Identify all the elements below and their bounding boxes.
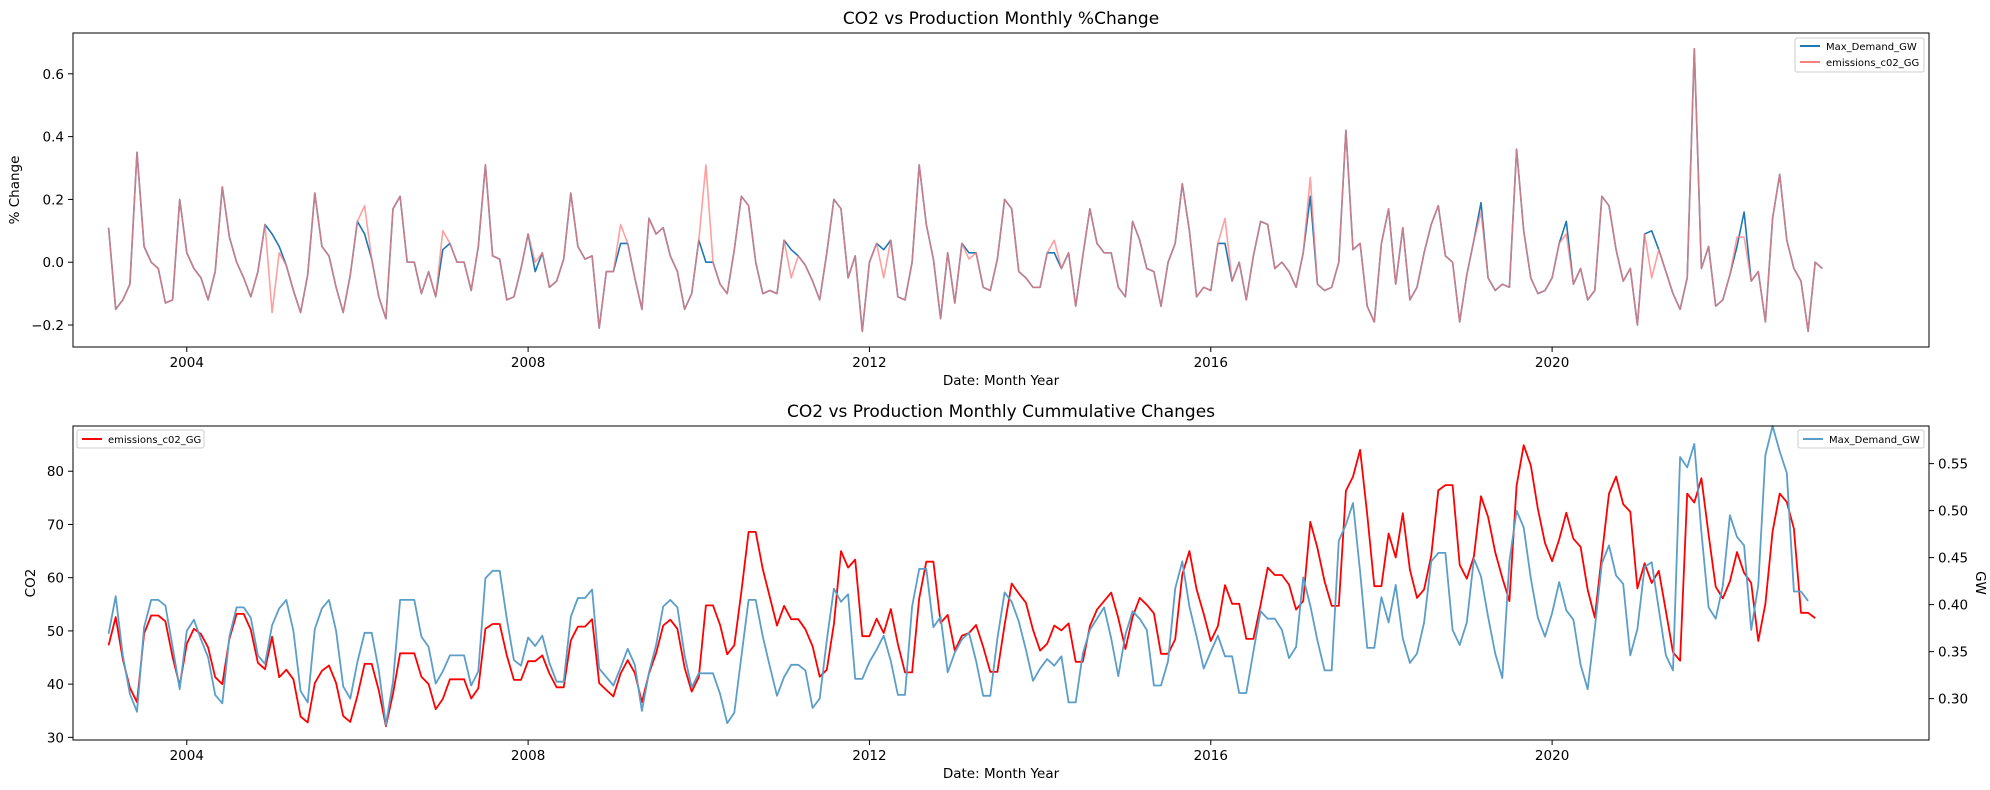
y-tick-label: 50 bbox=[47, 624, 64, 640]
chart2-legend-label-max-demand: Max_Demand_GW bbox=[1829, 435, 1920, 446]
chart2-left-y-ticks: 30 40 50 60 70 80 bbox=[47, 464, 73, 746]
chart2-series-group bbox=[107, 425, 1816, 728]
x-tick-label: 2020 bbox=[1535, 748, 1569, 764]
chart1-y-ticks: −0.2 0.0 0.2 0.4 0.6 bbox=[31, 67, 73, 334]
chart2-right-y-axis-label: GW bbox=[1972, 571, 1988, 595]
series-line-max-demand bbox=[107, 425, 1809, 726]
chart1-plot-frame bbox=[72, 32, 1930, 348]
x-tick-label: 2016 bbox=[1194, 355, 1228, 371]
x-tick-label: 2004 bbox=[170, 355, 204, 371]
y-tick-label: 0.2 bbox=[43, 192, 64, 208]
chart2-plot-frame bbox=[72, 425, 1930, 741]
y-tick-label: 0.50 bbox=[1938, 504, 1968, 520]
series-line-emissions bbox=[107, 47, 1823, 333]
chart2-legend-left: emissions_c02_GG bbox=[76, 429, 205, 449]
chart1-title: CO2 vs Production Monthly %Change bbox=[843, 9, 1159, 29]
chart1-legend-label-emissions: emissions_c02_GG bbox=[1826, 58, 1919, 69]
chart2-right-y-ticks: 0.30 0.35 0.40 0.45 0.50 0.55 bbox=[1929, 457, 1968, 708]
chart2-legend-left-box bbox=[76, 429, 205, 449]
y-tick-label: 80 bbox=[47, 464, 64, 480]
y-tick-label: 40 bbox=[47, 677, 64, 693]
y-tick-label: 0.0 bbox=[43, 255, 64, 271]
y-tick-label: 0.4 bbox=[43, 130, 64, 146]
x-tick-label: 2012 bbox=[852, 355, 886, 371]
y-tick-label: 70 bbox=[47, 517, 64, 533]
x-tick-label: 2012 bbox=[852, 748, 886, 764]
chart-cumulative-changes: CO2 vs Production Monthly Cummulative Ch… bbox=[23, 402, 1988, 782]
chart-percent-change: CO2 vs Production Monthly %Change 2004 20… bbox=[7, 9, 1930, 389]
x-tick-label: 2004 bbox=[170, 748, 204, 764]
y-tick-label: 0.55 bbox=[1938, 457, 1968, 473]
x-tick-label: 2016 bbox=[1194, 748, 1228, 764]
y-tick-label: 0.35 bbox=[1938, 645, 1968, 661]
y-tick-label: 0.40 bbox=[1938, 598, 1968, 614]
chart2-x-axis-label: Date: Month Year bbox=[943, 766, 1060, 782]
y-tick-label: −0.2 bbox=[31, 318, 64, 334]
chart1-series-group bbox=[107, 47, 1823, 333]
chart2-x-ticks: 2004 2008 2012 2016 2020 bbox=[170, 740, 1569, 764]
chart1-x-axis-label: Date: Month Year bbox=[943, 373, 1060, 389]
chart2-legend-right: Max_Demand_GW bbox=[1797, 429, 1925, 449]
x-tick-label: 2008 bbox=[511, 355, 545, 371]
y-tick-label: 0.45 bbox=[1938, 551, 1968, 567]
series-line-emissions bbox=[107, 444, 1816, 728]
chart2-title: CO2 vs Production Monthly Cummulative Ch… bbox=[787, 402, 1215, 422]
y-tick-label: 0.6 bbox=[43, 67, 64, 83]
chart2-left-y-axis-label: CO2 bbox=[23, 569, 39, 598]
x-tick-label: 2020 bbox=[1535, 355, 1569, 371]
chart2-legend-label-emissions: emissions_c02_GG bbox=[108, 435, 201, 446]
chart1-legend-box bbox=[1794, 37, 1925, 73]
y-tick-label: 30 bbox=[47, 730, 64, 746]
x-tick-label: 2008 bbox=[511, 748, 545, 764]
chart1-legend: Max_Demand_GW emissions_c02_GG bbox=[1794, 37, 1925, 73]
y-tick-label: 60 bbox=[47, 571, 64, 587]
chart1-x-ticks: 2004 2008 2012 2016 2020 bbox=[170, 347, 1569, 371]
chart2-legend-right-box bbox=[1797, 429, 1925, 449]
y-tick-label: 0.30 bbox=[1938, 692, 1968, 708]
chart1-y-axis-label: % Change bbox=[7, 156, 23, 225]
chart1-legend-label-max-demand: Max_Demand_GW bbox=[1826, 42, 1917, 53]
